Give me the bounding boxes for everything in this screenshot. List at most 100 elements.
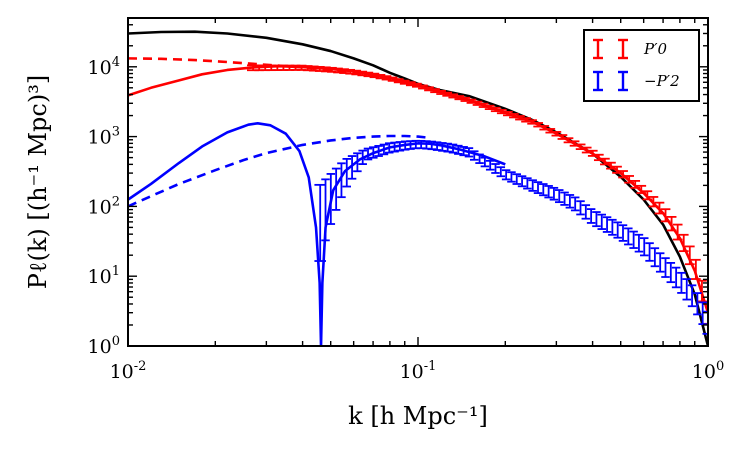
error-bar [687,284,697,308]
error-bar [586,208,596,224]
legend-error-symbol [618,70,628,92]
error-bar [612,165,622,174]
blue-measurements [314,139,708,335]
error-bar [693,292,702,316]
blue-dashed-model-line [128,134,431,208]
error-bar [337,162,346,199]
y-tick-label: 100 [88,334,120,358]
legend-label: P′0 [643,40,667,58]
error-bar [606,161,616,170]
legend-item: −P′2 [593,70,680,92]
error-bar [640,237,649,257]
error-bar [369,72,380,79]
error-bar [517,175,527,188]
error-bar [677,271,686,294]
legend-error-symbol [593,38,603,60]
error-bar [460,96,471,102]
error-bar [702,310,708,335]
error-bar [459,146,468,157]
error-bar [418,84,428,90]
error-bar [549,186,559,201]
error-bar [593,153,604,162]
error-bar [379,143,389,156]
y-tick-label: 104 [88,55,120,79]
error-bar [661,257,670,278]
y-tick-label: 102 [88,194,120,218]
error-bar [576,200,585,216]
error-bar [672,223,683,241]
error-bar [331,167,341,211]
legend-box [583,29,700,102]
error-bar [496,108,507,115]
error-bar [405,81,416,87]
error-bar [326,173,336,225]
error-bar [618,224,628,242]
error-bar [650,247,660,268]
error-bar [528,179,537,192]
error-bar [671,266,681,289]
error-bar [412,82,422,88]
y-axis-label: Pℓ(k) [(h⁻¹ Mpc)³] [24,75,52,289]
x-tick-label: 10-2 [110,359,147,383]
error-bar [480,156,490,168]
error-bar [560,191,569,206]
error-bar [624,227,633,246]
error-bar [485,159,495,171]
error-bar [587,149,598,157]
error-bar [539,183,548,197]
error-bar [655,252,665,273]
error-bar [581,146,592,154]
error-bar [555,189,564,204]
error-bar [472,100,483,106]
red-measurements [247,64,708,325]
error-bar [575,143,586,151]
error-bar [570,196,580,212]
error-bar [369,146,378,159]
error-bar [387,76,398,82]
error-bar [484,104,495,111]
error-bar [496,166,506,178]
error-bar [563,137,574,144]
error-bar [464,147,474,158]
error-bar [478,102,489,108]
error-bar [634,233,644,253]
error-bar [629,230,638,249]
error-bar [600,157,610,166]
error-bar [424,86,434,92]
error-bar [454,95,465,101]
error-bar [597,213,607,230]
error-bar [581,204,591,220]
error-bar [430,88,440,94]
error-bar [502,110,513,117]
error-bar [618,170,628,179]
error-bar [357,70,368,77]
error-bar [624,175,635,184]
error-bar [314,183,326,262]
legend-item: P′0 [593,38,667,60]
error-bar [375,74,386,80]
error-bar [682,278,692,301]
x-tick-label: 10-1 [400,359,437,383]
legend-error-symbol [618,38,628,60]
error-bar [363,71,374,78]
error-bar [666,215,677,232]
error-bar [363,147,373,161]
error-bar [507,171,516,183]
error-bar [353,152,362,173]
error-bar [660,208,671,223]
error-bar [642,190,653,201]
error-bar [448,143,458,154]
blue-solid-model-line [128,122,506,346]
error-bar [521,117,531,123]
x-axis-label: k [h Mpc⁻¹] [348,402,488,430]
legend-error-symbol [593,70,603,92]
error-bar [342,157,352,188]
error-bar [544,185,553,199]
error-bar [613,221,622,239]
error-bar [608,218,617,236]
error-bar [358,149,367,165]
error-bar [442,91,453,97]
error-bar [470,150,479,161]
error-bar [512,173,522,185]
error-bar [523,177,532,190]
